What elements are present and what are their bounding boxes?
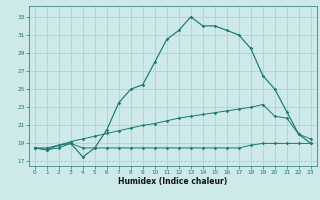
- X-axis label: Humidex (Indice chaleur): Humidex (Indice chaleur): [118, 177, 228, 186]
